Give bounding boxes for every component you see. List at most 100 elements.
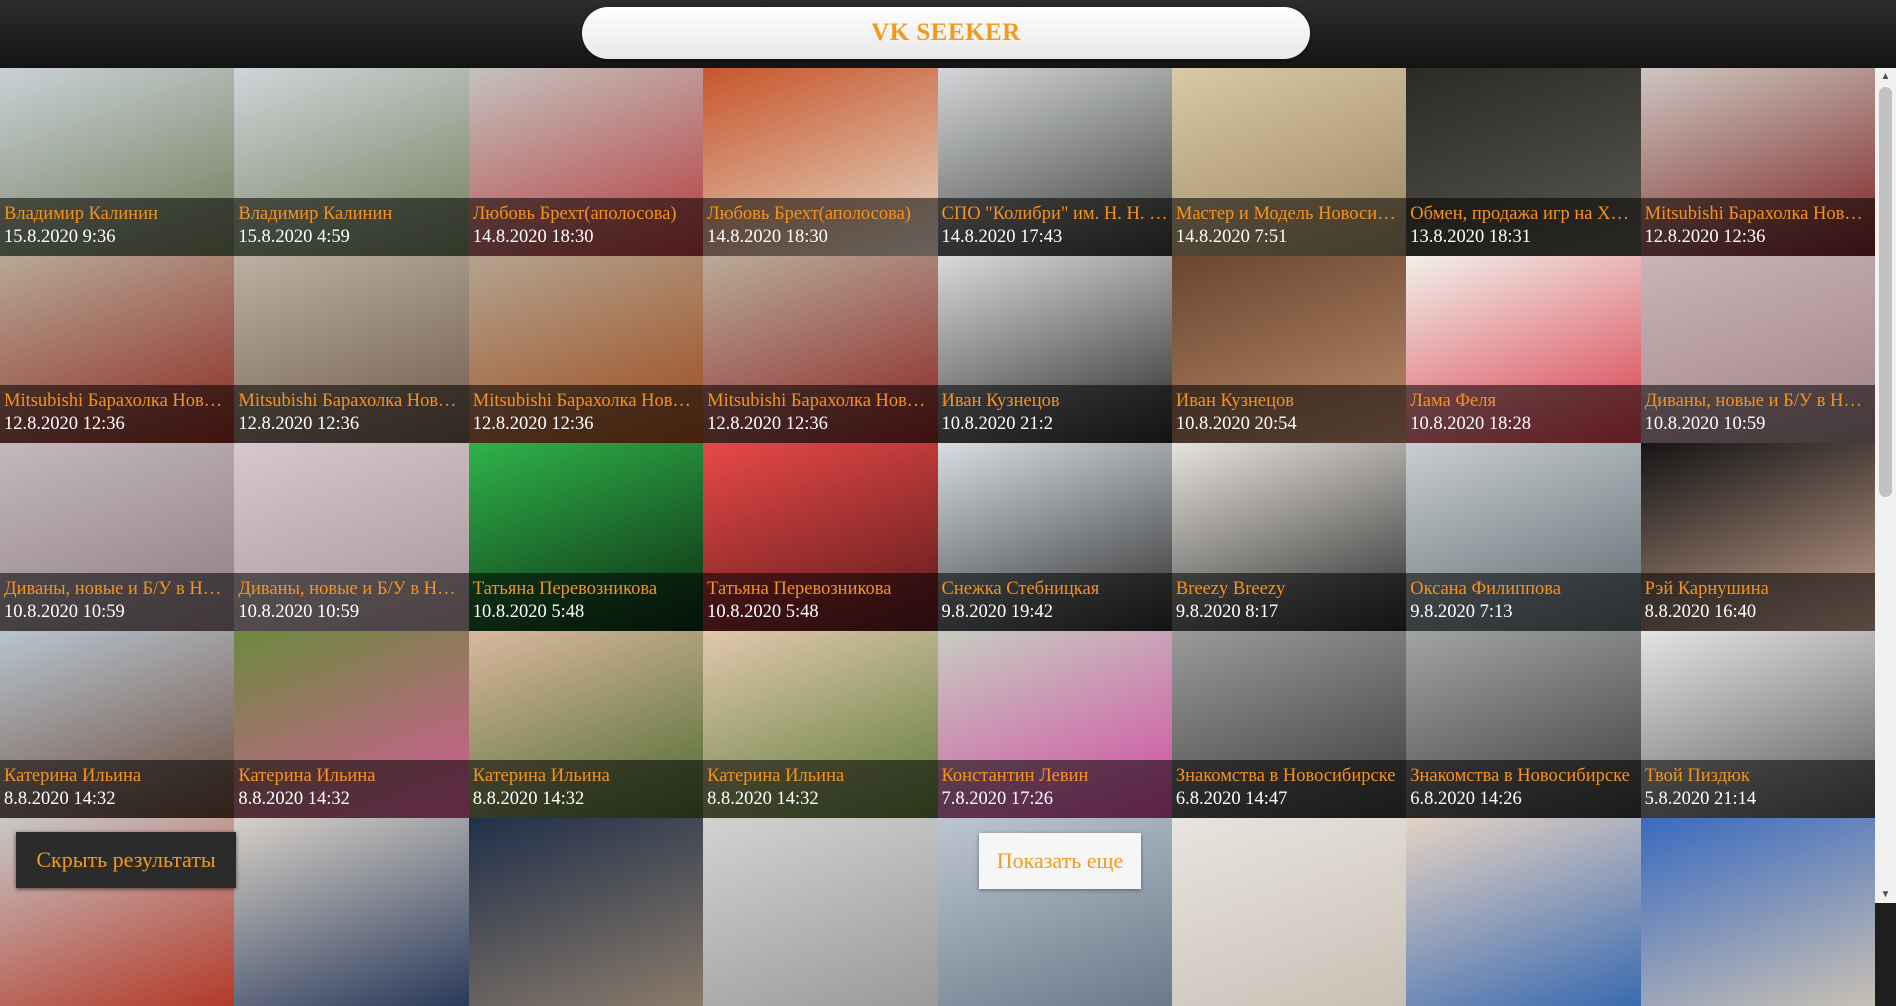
result-author-name[interactable]: Диваны, новые и Б/У в Новосибирске	[4, 578, 231, 599]
result-date: 14.8.2020 18:30	[707, 226, 828, 247]
result-tile[interactable]: Знакомства в Новосибирске 6.8.2020 14:26	[1406, 630, 1641, 818]
result-tile[interactable]: Иван Кузнецов 10.8.2020 21:2	[937, 255, 1172, 443]
result-tile[interactable]: Mitsubishi Барахолка Новосибирск 12.8.202…	[0, 255, 235, 443]
result-author-name[interactable]: Татьяна Перевозникова	[707, 578, 892, 599]
result-tile[interactable]: Катерина Ильина 8.8.2020 14:32	[0, 630, 235, 818]
result-tile[interactable]: СПО "Колибри" им. Н. Н. Кравченко14.8.20…	[937, 68, 1172, 256]
result-tile[interactable]	[703, 818, 938, 1006]
hide-results-button[interactable]: Скрыть результаты	[16, 832, 236, 888]
result-caption: Мастер и Модель Новосибирск 14.8.2020 7:5…	[1171, 197, 1407, 256]
result-tile[interactable]: Катерина Ильина 8.8.2020 14:32	[234, 630, 469, 818]
result-author-name[interactable]: Владимир Калинин	[238, 203, 393, 224]
result-tile[interactable]: Владимир Калинин 15.8.2020 4:59	[234, 68, 469, 256]
result-author-name[interactable]: Рэй Карнушина	[1644, 578, 1769, 599]
result-date: 9.8.2020 7:13	[1410, 601, 1513, 622]
result-author-name[interactable]: Татьяна Перевозникова	[472, 578, 658, 599]
result-author-name[interactable]: СПО "Колибри" им. Н. Н. Кравченко	[941, 203, 1168, 224]
result-author-name[interactable]: Mitsubishi Барахолка Новосибирск	[1644, 203, 1871, 224]
result-author-name[interactable]: Знакомства в Новосибирске	[1175, 766, 1396, 786]
result-date: 8.8.2020 14:32	[472, 789, 585, 809]
result-author-name[interactable]: Мастер и Модель Новосибирск	[1175, 203, 1403, 224]
result-tile[interactable]	[1640, 818, 1875, 1006]
result-tile[interactable]: Диваны, новые и Б/У в Новосибирске10.8.2…	[1640, 255, 1875, 443]
result-tile[interactable]: Татьяна Перевозникова 10.8.2020 5:48	[468, 443, 704, 631]
result-tile[interactable]	[1406, 818, 1641, 1006]
result-tile[interactable]: Любовь Брехт(аполосова) 14.8.2020 18:30	[703, 68, 938, 256]
result-tile[interactable]	[468, 818, 704, 1006]
result-tile[interactable]: Знакомства в Новосибирске 6.8.2020 14:47	[1171, 630, 1407, 818]
result-author-name[interactable]: Любовь Брехт(аполосова)	[472, 203, 677, 224]
result-caption: Оксана Филиппова 9.8.2020 7:13	[1406, 572, 1641, 631]
result-date: 12.8.2020 12:36	[4, 414, 125, 434]
result-tile[interactable]	[234, 818, 469, 1006]
result-tile[interactable]: Снежка Стебницкая 9.8.2020 19:42	[937, 443, 1172, 631]
result-photo[interactable]	[468, 818, 704, 1006]
result-author-name[interactable]: Диваны, новые и Б/У в Новосибирске	[1644, 391, 1871, 411]
result-caption: Mitsubishi Барахолка Новосибирск 12.8.202…	[0, 385, 235, 443]
result-tile[interactable]: Катерина Ильина 8.8.2020 14:32	[468, 630, 704, 818]
result-author-name[interactable]: Владимир Калинин	[4, 203, 158, 224]
result-tile[interactable]: Mitsubishi Барахолка Новосибирск12.8.202…	[234, 255, 469, 443]
result-date: 9.8.2020 8:17	[1175, 601, 1279, 622]
result-author-name[interactable]: Любовь Брехт(аполосова)	[707, 203, 911, 224]
result-author-name[interactable]: Лама Феля	[1410, 391, 1496, 411]
result-tile[interactable]: Иван Кузнецов 10.8.2020 20:54	[1171, 255, 1407, 443]
result-tile[interactable]: Breezy Breezy 9.8.2020 8:17	[1171, 443, 1407, 631]
result-author-name[interactable]: Катерина Ильина	[707, 766, 845, 786]
result-photo[interactable]	[703, 818, 938, 1006]
result-tile[interactable]: Диваны, новые и Б/У в Новосибирске10.8.2…	[234, 443, 469, 631]
result-author-name[interactable]: Катерина Ильина	[238, 766, 376, 786]
result-tile[interactable]: Рэй Карнушина 8.8.2020 16:40	[1640, 443, 1875, 631]
result-author-name[interactable]: Диваны, новые и Б/У в Новосибирске	[238, 578, 465, 599]
result-author-name[interactable]: Mitsubishi Барахолка Новосибирск	[472, 391, 699, 411]
result-caption: Знакомства в Новосибирске 6.8.2020 14:26	[1406, 760, 1641, 818]
result-photo[interactable]	[1640, 818, 1875, 1006]
scroll-thumb[interactable]	[1879, 87, 1892, 497]
result-author-name[interactable]: Mitsubishi Барахолка Новосибирск	[4, 391, 230, 411]
result-caption: Диваны, новые и Б/У в Новосибирске10.8.2…	[0, 572, 235, 631]
result-photo[interactable]	[1171, 818, 1407, 1006]
result-caption: Катерина Ильина 8.8.2020 14:32	[703, 760, 938, 818]
result-author-name[interactable]: Катерина Ильина	[472, 766, 610, 786]
result-date: 12.8.2020 12:36	[1644, 226, 1766, 247]
result-author-name[interactable]: Твой Пиздюк	[1644, 766, 1750, 786]
scroll-up-icon[interactable]: ▲	[1880, 71, 1891, 82]
result-tile[interactable]: Диваны, новые и Б/У в Новосибирске10.8.2…	[0, 443, 235, 631]
result-tile[interactable]: Mitsubishi Барахолка Новосибирск12.8.202…	[468, 255, 704, 443]
result-caption: Катерина Ильина 8.8.2020 14:32	[468, 760, 704, 818]
show-more-button[interactable]: Показать еще	[979, 833, 1141, 889]
result-author-name[interactable]: Обмен, продажа игр на XBOX	[1410, 203, 1637, 224]
result-author-name[interactable]: Иван Кузнецов	[1175, 391, 1294, 411]
result-tile[interactable]: Mitsubishi Барахолка Новосибирск12.8.202…	[1640, 68, 1875, 256]
result-tile[interactable]: Твой Пиздюк 5.8.2020 21:14	[1640, 630, 1875, 818]
result-tile[interactable]: Константин Левин 7.8.2020 17:26	[937, 630, 1172, 818]
result-tile[interactable]: Лама Феля 10.8.2020 18:28	[1406, 255, 1641, 443]
result-date: 8.8.2020 14:32	[238, 789, 350, 809]
result-date: 10.8.2020 5:48	[707, 601, 819, 622]
result-author-name[interactable]: Mitsubishi Барахолка Новосибирск	[707, 391, 933, 411]
result-tile[interactable]: Mitsubishi Барахолка Новосибирск12.8.202…	[703, 255, 938, 443]
result-author-name[interactable]: Иван Кузнецов	[941, 391, 1060, 411]
result-tile[interactable]	[1171, 818, 1407, 1006]
result-photo[interactable]	[1406, 818, 1641, 1006]
result-caption: Снежка Стебницкая 9.8.2020 19:42	[937, 572, 1172, 631]
result-author-name[interactable]: Катерина Ильина	[4, 766, 142, 786]
result-tile[interactable]: Оксана Филиппова 9.8.2020 7:13	[1406, 443, 1641, 631]
result-author-name[interactable]: Знакомства в Новосибирске	[1410, 766, 1630, 786]
result-tile[interactable]: Татьяна Перевозникова 10.8.2020 5:48	[703, 443, 938, 631]
result-tile[interactable]: Обмен, продажа игр на XBOX 13.8.2020 18:3…	[1406, 68, 1641, 256]
result-author-name[interactable]: Breezy Breezy	[1175, 578, 1286, 599]
result-photo[interactable]	[234, 818, 469, 1006]
result-author-name[interactable]: Снежка Стебницкая	[941, 578, 1100, 599]
result-author-name[interactable]: Mitsubishi Барахолка Новосибирск	[238, 391, 464, 411]
result-caption: Твой Пиздюк 5.8.2020 21:14	[1640, 760, 1875, 818]
result-author-name[interactable]: Оксана Филиппова	[1410, 578, 1561, 599]
result-tile[interactable]: Катерина Ильина 8.8.2020 14:32	[703, 630, 938, 818]
scrollbar[interactable]: ▲ ▼	[1875, 68, 1896, 903]
result-tile[interactable]: Мастер и Модель Новосибирск 14.8.2020 7:5…	[1171, 68, 1407, 256]
scroll-down-icon[interactable]: ▼	[1880, 889, 1891, 900]
result-caption: Mitsubishi Барахолка Новосибирск12.8.202…	[1640, 197, 1875, 256]
result-tile[interactable]: Любовь Брехт(аполосова) 14.8.2020 18:30	[468, 68, 704, 256]
result-author-name[interactable]: Константин Левин	[941, 766, 1089, 786]
result-tile[interactable]: Владимир Калинин 15.8.2020 9:36	[0, 68, 235, 256]
